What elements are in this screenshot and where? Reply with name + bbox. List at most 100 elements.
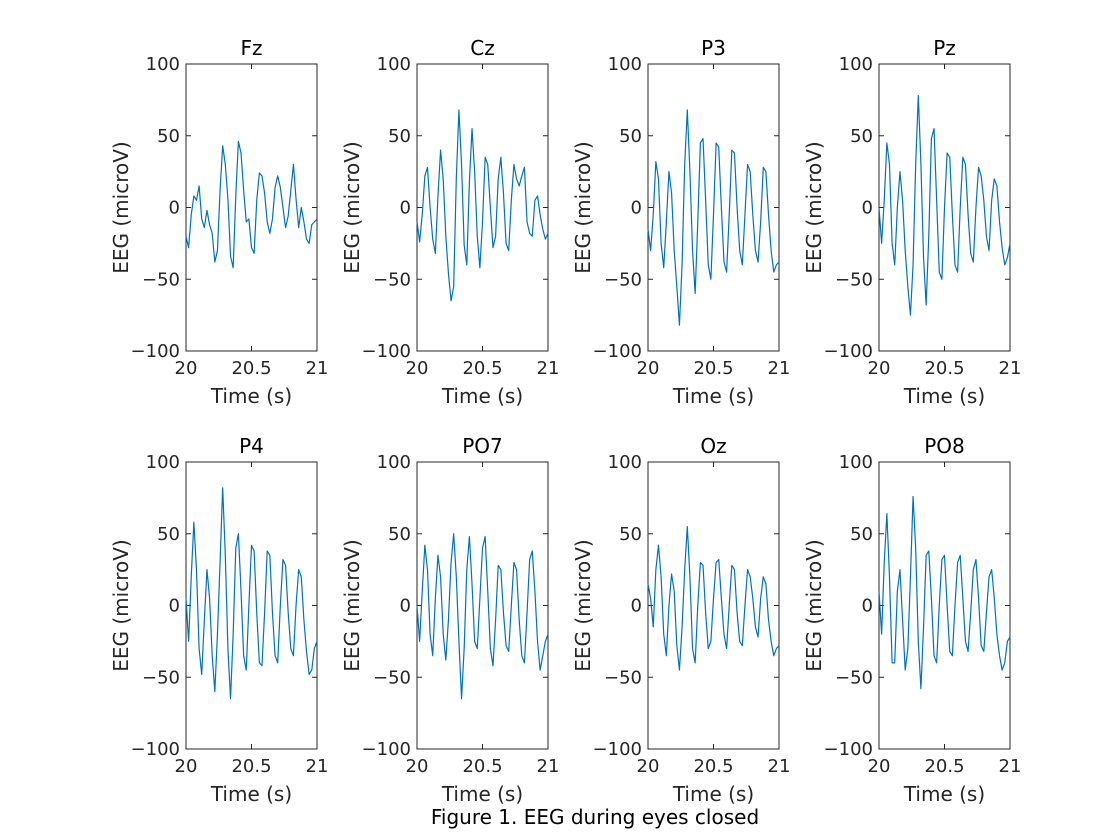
subplot-pz: Pz −100 −50 0 50 100 20 20.5 21 Time (s) EEG (micr… [802,36,1021,408]
x-tick-label: 20 [175,756,198,777]
y-axis-label: EEG (microV) [340,141,364,273]
x-tick-label: 21 [306,756,329,777]
y-tick-label: 50 [850,524,873,545]
y-tick-label: 0 [862,596,873,617]
x-axis-label: Time (s) [672,782,754,806]
subplot-fz: Fz −100 −50 0 50 100 20 20.5 21 Time (s) EEG (micr… [109,36,328,408]
y-tick-label: 0 [631,198,642,219]
y-tick-label: 100 [377,54,411,75]
x-axis-label: Time (s) [210,782,292,806]
y-tick-label: 50 [619,126,642,147]
y-tick-label: −100 [593,341,642,362]
y-axis-label: EEG (microV) [571,539,595,671]
x-tick-label: 21 [768,358,791,379]
x-tick-label: 20.5 [231,756,271,777]
x-tick-label: 20 [637,756,660,777]
x-tick-label: 21 [999,756,1022,777]
subplot-po8: PO8 −100 −50 0 50 100 20 20.5 21 Time (s) EEG (mic… [802,434,1021,806]
y-axis-label: EEG (microV) [340,539,364,671]
x-tick-label: 20 [406,358,429,379]
x-tick-label: 21 [999,358,1022,379]
y-tick-label: 50 [388,126,411,147]
y-tick-label: −50 [373,667,411,688]
x-tick-label: 20 [175,358,198,379]
eeg-trace-cz [416,109,549,302]
y-tick-label: 100 [839,452,873,473]
y-tick-label: −50 [835,269,873,290]
x-axis-label: Time (s) [210,384,292,408]
y-tick-label: −50 [604,269,642,290]
subplot-p4: P4 −100 −50 0 50 100 20 20.5 21 Time (s) EEG (micr… [109,434,328,806]
y-axis-label: EEG (microV) [109,141,133,273]
x-tick-label: 20 [868,358,891,379]
x-axis-label: Time (s) [903,782,985,806]
x-tick-label: 20 [868,756,891,777]
y-tick-label: −50 [373,269,411,290]
y-axis-label: EEG (microV) [802,141,826,273]
y-tick-label: 50 [619,524,642,545]
panel-title: Oz [700,434,726,458]
y-tick-label: −100 [593,739,642,760]
x-tick-label: 21 [537,756,560,777]
y-tick-label: 0 [400,198,411,219]
eeg-trace-po7 [416,533,549,700]
y-tick-label: −50 [835,667,873,688]
y-tick-label: −100 [131,739,180,760]
y-tick-label: −100 [824,739,873,760]
y-tick-label: 50 [388,524,411,545]
y-tick-label: 100 [146,452,180,473]
y-axis-label: EEG (microV) [109,539,133,671]
panel-title: P4 [239,434,264,458]
x-tick-label: 20.5 [462,358,502,379]
y-tick-label: 0 [400,596,411,617]
y-tick-label: −100 [362,341,411,362]
panel-title: Cz [470,36,494,60]
x-tick-label: 21 [306,358,329,379]
subplot-grid: Fz −100 −50 0 50 100 20 20.5 21 Time (s) EEG (micr… [109,36,1021,806]
y-tick-label: −100 [824,341,873,362]
x-tick-label: 20.5 [693,358,733,379]
x-tick-label: 21 [768,756,791,777]
figure-caption: Figure 1. EEG during eyes closed [431,805,759,829]
x-axis-label: Time (s) [672,384,754,408]
x-axis-label: Time (s) [903,384,985,408]
eeg-trace-p3 [647,109,780,326]
y-tick-label: −100 [131,341,180,362]
x-axis-label: Time (s) [441,384,523,408]
y-tick-label: −50 [142,269,180,290]
eeg-trace-pz [878,94,1011,316]
y-tick-label: 0 [631,596,642,617]
y-tick-label: 50 [157,126,180,147]
y-tick-label: −50 [142,667,180,688]
panel-title: P3 [701,36,726,60]
y-tick-label: −100 [362,739,411,760]
y-tick-label: 100 [377,452,411,473]
y-tick-label: 0 [862,198,873,219]
eeg-trace-fz [185,140,318,269]
y-tick-label: 0 [169,198,180,219]
y-tick-label: 50 [850,126,873,147]
y-tick-label: 100 [839,54,873,75]
y-tick-label: 100 [608,452,642,473]
x-tick-label: 20 [406,756,429,777]
panel-title: PO8 [924,434,965,458]
panel-title: PO7 [462,434,503,458]
subplot-cz: Cz −100 −50 0 50 100 20 20.5 21 Time (s) EEG (micr… [340,36,559,408]
panel-title: Pz [933,36,956,60]
x-tick-label: 20.5 [924,756,964,777]
panel-title: Fz [240,36,262,60]
x-tick-label: 20.5 [924,358,964,379]
x-axis-label: Time (s) [441,782,523,806]
x-tick-label: 20.5 [462,756,502,777]
y-tick-label: 100 [608,54,642,75]
subplot-po7: PO7 −100 −50 0 50 100 20 20.5 21 Time (s) EEG (mic… [340,434,559,806]
subplot-p3: P3 −100 −50 0 50 100 20 20.5 21 Time (s) EEG (micr… [571,36,790,408]
x-tick-label: 20.5 [231,358,271,379]
y-tick-label: −50 [604,667,642,688]
x-tick-label: 20.5 [693,756,733,777]
eeg-trace-oz [647,525,780,671]
y-axis-label: EEG (microV) [571,141,595,273]
y-tick-label: 50 [157,524,180,545]
